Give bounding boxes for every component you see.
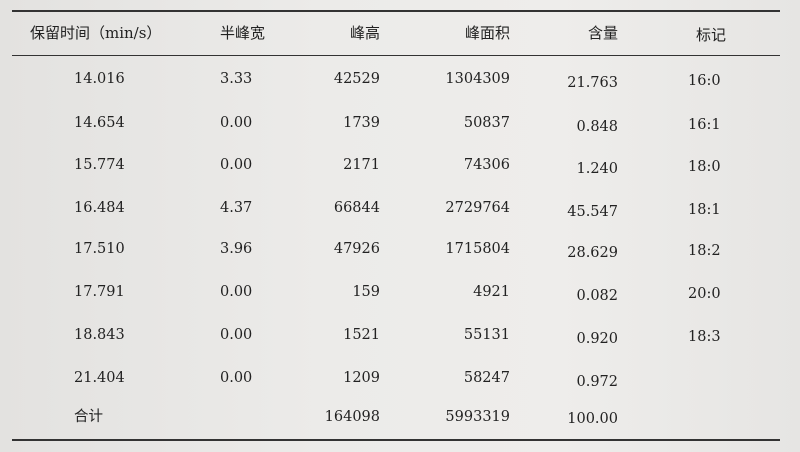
cell-content: 0.082: [576, 288, 618, 304]
cell-peak-area: 74306: [463, 157, 510, 173]
cell-retention-time: 14.654: [74, 115, 125, 131]
table-top-rule: [12, 10, 780, 12]
cell-half-peak-width: 0.00: [220, 284, 253, 300]
cell-content: 28.629: [567, 245, 618, 261]
cell-peak-height: 1521: [343, 327, 380, 343]
cell-peak-area: 1715804: [445, 241, 510, 257]
cell-content: 0.972: [576, 374, 618, 390]
cell-peak-height: 1739: [343, 115, 380, 131]
cell-retention-time: 21.404: [74, 370, 125, 386]
cell-peak-area: 4921: [473, 284, 510, 300]
cell-peak-area: 58247: [463, 370, 510, 386]
total-label: 合计: [74, 409, 103, 425]
cell-peak-height: 159: [352, 284, 380, 300]
cell-peak-area: 55131: [463, 327, 510, 343]
cell-marker: 20:0: [688, 286, 721, 302]
cell-marker: 16:1: [688, 117, 721, 133]
cell-peak-height: 2171: [343, 157, 380, 173]
cell-content: 1.240: [576, 161, 618, 177]
cell-half-peak-width: 3.33: [220, 71, 253, 87]
header-peak-area: 峰面积: [464, 24, 510, 42]
cell-half-peak-width: 4.37: [220, 200, 253, 216]
cell-marker: 18:0: [688, 159, 721, 175]
cell-marker: [688, 371, 734, 389]
cell-half-peak-width: 0.00: [220, 370, 253, 386]
cell-content: 21.763: [567, 75, 618, 91]
cell-peak-height: 42529: [333, 71, 380, 87]
cell-half-peak-width: 0.00: [220, 327, 253, 343]
cell-marker: 18:3: [688, 329, 721, 345]
cell-half-peak-width: 0.00: [220, 115, 253, 131]
cell-half-peak-width: 0.00: [220, 157, 253, 173]
header-half-peak-width: 半峰宽: [220, 24, 266, 42]
cell-retention-time: 15.774: [74, 157, 125, 173]
total-content: 100.00: [567, 411, 618, 427]
cell-half-peak-width: 3.96: [220, 241, 253, 257]
header-retention-time: 保留时间（min/s）: [30, 24, 162, 42]
cell-retention-time: 16.484: [74, 200, 125, 216]
header-marker: 标记: [696, 26, 727, 44]
cell-content: 45.547: [567, 204, 618, 220]
cell-retention-time: 17.791: [74, 284, 125, 300]
cell-peak-area: 50837: [463, 115, 510, 131]
table-header-rule: [12, 55, 780, 56]
cell-peak-height: 66844: [333, 200, 380, 216]
cell-marker: 18:2: [688, 243, 721, 259]
cell-peak-height: 47926: [333, 241, 380, 257]
cell-content: 0.920: [576, 331, 618, 347]
total-peak-height: 164098: [324, 409, 380, 425]
cell-retention-time: 14.016: [74, 71, 125, 87]
cell-peak-area: 1304309: [445, 71, 510, 87]
cell-marker: 16:0: [688, 73, 721, 89]
table-bottom-rule: [12, 439, 780, 441]
header-peak-height: 峰高: [349, 24, 380, 42]
header-content: 含量: [587, 24, 618, 42]
total-peak-area: 5993319: [445, 409, 510, 425]
cell-peak-area: 2729764: [445, 200, 510, 216]
cell-retention-time: 18.843: [74, 327, 125, 343]
cell-retention-time: 17.510: [74, 241, 125, 257]
cell-marker: 18:1: [688, 202, 721, 218]
cell-peak-height: 1209: [343, 370, 380, 386]
cell-content: 0.848: [576, 119, 618, 135]
